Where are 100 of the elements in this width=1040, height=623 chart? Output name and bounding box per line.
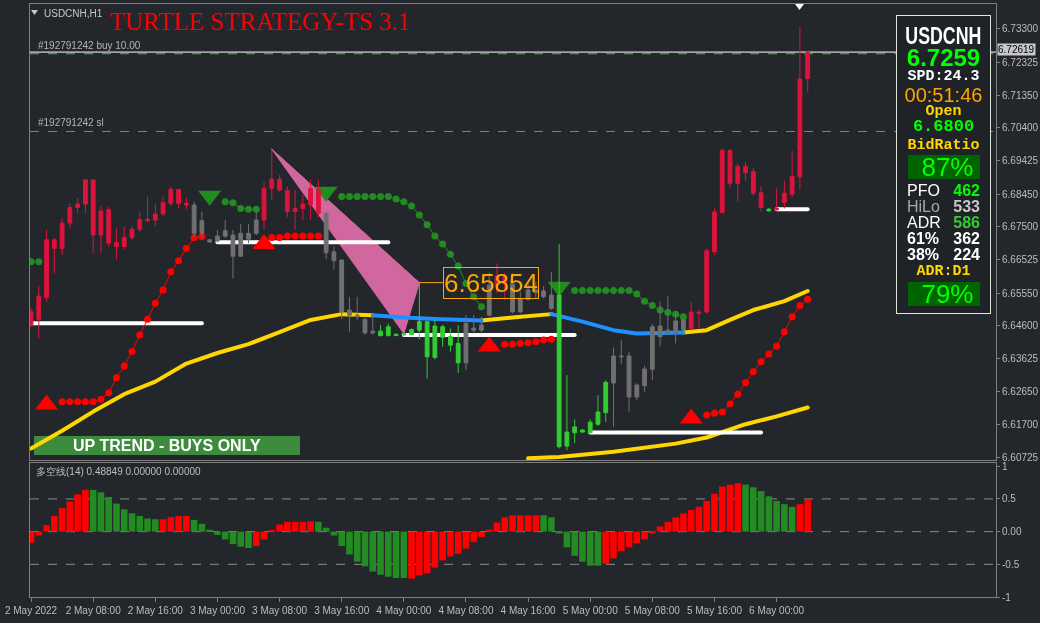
point [633, 290, 641, 298]
y-tick-label: 6.73300 [1002, 23, 1039, 35]
candlestick [230, 229, 236, 279]
x-tick-label: 2 May 08:00 [65, 605, 122, 616]
point [345, 193, 353, 201]
candlestick [603, 379, 609, 423]
candlestick [595, 394, 601, 427]
candlestick [688, 301, 694, 330]
candlestick [626, 351, 632, 413]
point [283, 232, 291, 240]
annotation: PFO [907, 182, 940, 200]
point [415, 211, 423, 219]
point [314, 232, 322, 240]
point [237, 204, 245, 212]
candlestick [696, 308, 702, 329]
candlestick [580, 428, 585, 434]
point [182, 244, 190, 252]
point [641, 297, 649, 305]
y-tick-label: 1 [1002, 460, 1008, 472]
x-tick-label: 6 May 00:00 [749, 605, 805, 616]
candlestick [98, 205, 104, 254]
x-tick-label: 5 May 00:00 [562, 605, 619, 616]
y-tick-label: 6.68450 [1002, 188, 1039, 200]
point [547, 335, 555, 343]
point [710, 409, 718, 417]
chart-title: 多空线(14) 0.48849 0.00000 0.00000 [36, 465, 201, 477]
point [377, 193, 385, 201]
y-tick-label: 6.66525 [1002, 254, 1039, 266]
candlestick [36, 285, 42, 339]
bar [35, 531, 43, 536]
candlestick [152, 203, 158, 228]
candlestick [789, 150, 795, 199]
y-tick-label: 6.64600 [1002, 319, 1039, 331]
point [509, 340, 517, 348]
point [74, 398, 82, 406]
candlestick [261, 181, 267, 231]
point [477, 303, 485, 311]
candlestick [424, 321, 430, 380]
annotation: 533 [953, 198, 980, 216]
annotation: 362 [953, 230, 980, 248]
point [128, 348, 136, 356]
candlestick [362, 317, 368, 336]
point [408, 202, 416, 210]
bar [400, 531, 408, 579]
candlestick [781, 180, 787, 209]
point [446, 250, 454, 258]
point [369, 193, 377, 201]
candlestick [106, 206, 112, 248]
candlestick [339, 259, 345, 320]
point [276, 233, 284, 241]
y-tick-label: 6.65550 [1002, 287, 1039, 299]
point [221, 198, 229, 206]
y-tick-label: 6.61700 [1002, 418, 1039, 430]
bar [159, 519, 167, 532]
x-tick-label: 4 May 00:00 [376, 605, 432, 616]
bar [89, 489, 97, 532]
point [571, 287, 579, 295]
x-tick-label: 5 May 08:00 [624, 605, 681, 616]
point [35, 258, 43, 266]
y-tick-label: -1 [1002, 591, 1012, 603]
annotation: 79% [907, 279, 980, 309]
point [338, 193, 346, 201]
annotation: UP TREND - BUYS ONLY [73, 437, 261, 454]
candlestick [176, 188, 181, 209]
candlestick [448, 327, 453, 353]
point [804, 295, 812, 303]
point [757, 358, 765, 366]
candlestick [331, 246, 337, 270]
y-tick-label: 6.70400 [1002, 122, 1039, 134]
annotation: ADR [907, 214, 941, 232]
y-tick-label: -0.5 [1002, 558, 1020, 570]
point [540, 336, 548, 344]
candlestick [758, 185, 764, 213]
point [299, 232, 307, 240]
point [353, 193, 361, 201]
candlestick [378, 324, 383, 338]
candlestick [556, 243, 562, 449]
ref-line-label: #192791242 buy 10.00 [38, 40, 141, 51]
point [361, 193, 369, 201]
point [679, 313, 687, 321]
candlestick [44, 229, 49, 303]
point [780, 328, 788, 336]
candlestick [246, 223, 251, 244]
candlestick [292, 189, 298, 231]
candlestick [432, 319, 438, 360]
candlestick [347, 296, 352, 333]
candlestick [370, 314, 376, 336]
candlestick [67, 202, 73, 229]
point [749, 368, 757, 376]
point [307, 232, 315, 240]
candlestick [269, 148, 275, 201]
annotation: 87% [907, 152, 980, 182]
point [112, 374, 120, 382]
candlestick [564, 374, 570, 451]
candlestick [51, 237, 57, 274]
y-tick-label: 0.5 [1002, 493, 1017, 505]
point [617, 287, 625, 295]
bar [532, 515, 540, 532]
point [610, 287, 618, 295]
point [788, 313, 796, 321]
